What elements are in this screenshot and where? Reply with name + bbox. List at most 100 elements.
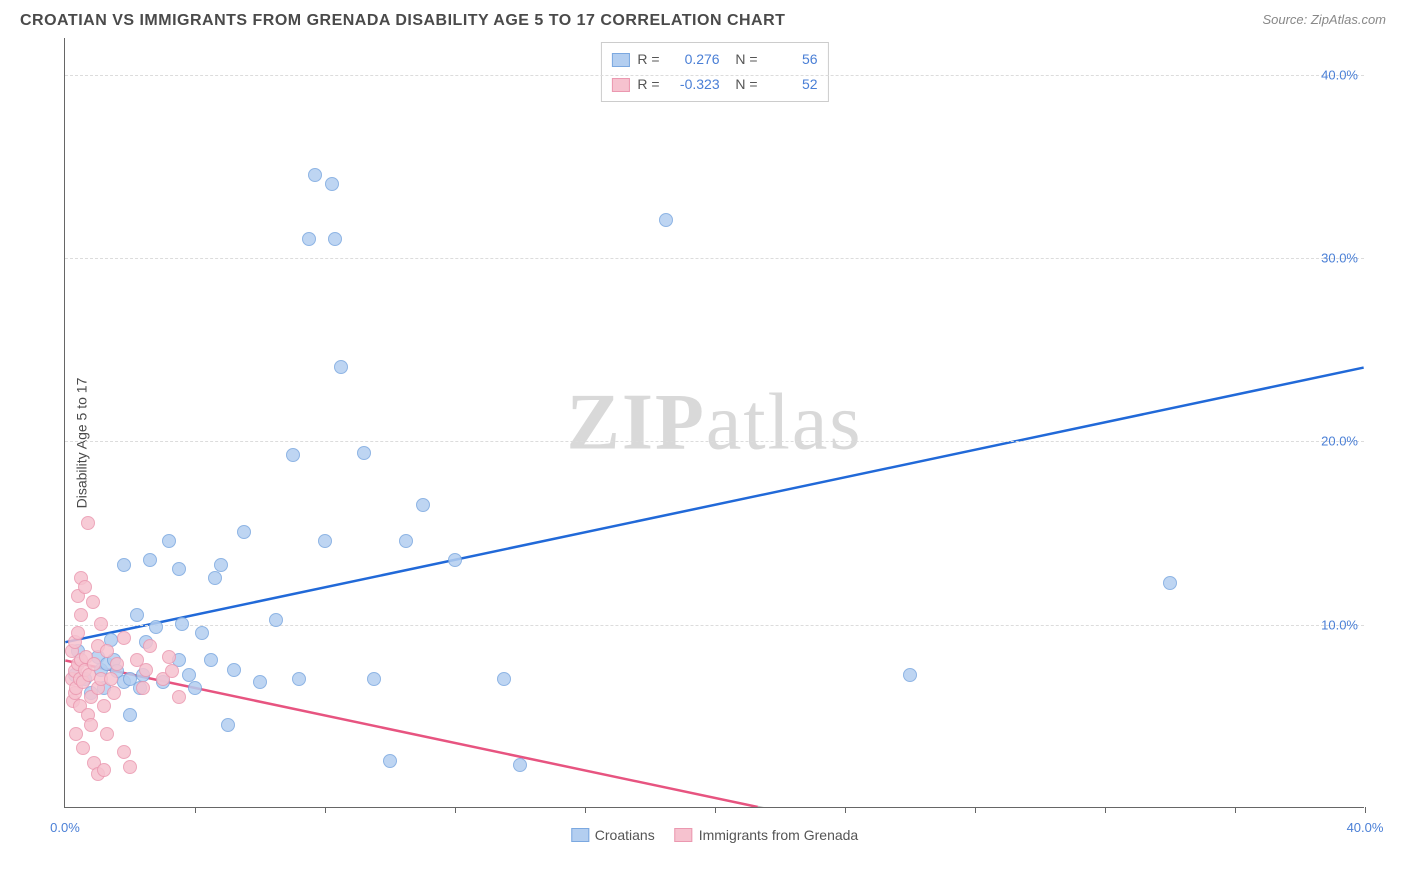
- gridline-h: [65, 625, 1364, 626]
- chart-area: Disability Age 5 to 17 ZIPatlas R = 0.27…: [20, 38, 1380, 848]
- data-point: [448, 553, 462, 567]
- data-point: [308, 168, 322, 182]
- data-point: [292, 672, 306, 686]
- legend-label-grenada: Immigrants from Grenada: [699, 827, 859, 843]
- xtick-label: 0.0%: [50, 820, 80, 835]
- swatch-croatians: [611, 53, 629, 67]
- data-point: [162, 534, 176, 548]
- data-point: [110, 657, 124, 671]
- legend-label-croatians: Croatians: [595, 827, 655, 843]
- data-point: [149, 620, 163, 634]
- data-point: [367, 672, 381, 686]
- data-point: [139, 663, 153, 677]
- ytick-label: 40.0%: [1321, 67, 1358, 82]
- data-point: [71, 626, 85, 640]
- n-label: N =: [728, 47, 758, 72]
- chart-title: CROATIAN VS IMMIGRANTS FROM GRENADA DISA…: [20, 12, 785, 30]
- correlation-row-croatians: R = 0.276 N = 56: [611, 47, 817, 72]
- data-point: [253, 675, 267, 689]
- tick-v: [1365, 807, 1366, 813]
- data-point: [497, 672, 511, 686]
- data-point: [84, 718, 98, 732]
- data-point: [227, 663, 241, 677]
- data-point: [104, 672, 118, 686]
- gridline-h: [65, 441, 1364, 442]
- data-point: [175, 617, 189, 631]
- r-value-grenada: -0.323: [668, 72, 720, 97]
- n-value-grenada: 52: [766, 72, 818, 97]
- tick-v: [845, 807, 846, 813]
- data-point: [107, 686, 121, 700]
- data-point: [383, 754, 397, 768]
- chart-header: CROATIAN VS IMMIGRANTS FROM GRENADA DISA…: [20, 12, 1386, 30]
- regression-lines-layer: [65, 38, 1364, 807]
- data-point: [143, 639, 157, 653]
- tick-v: [975, 807, 976, 813]
- tick-v: [585, 807, 586, 813]
- data-point: [269, 613, 283, 627]
- data-point: [325, 177, 339, 191]
- data-point: [74, 608, 88, 622]
- data-point: [117, 631, 131, 645]
- watermark: ZIPatlas: [567, 377, 863, 468]
- r-label: R =: [637, 47, 659, 72]
- legend-item-croatians: Croatians: [571, 827, 655, 843]
- data-point: [302, 232, 316, 246]
- data-point: [76, 741, 90, 755]
- tick-v: [715, 807, 716, 813]
- data-point: [214, 558, 228, 572]
- correlation-row-grenada: R = -0.323 N = 52: [611, 72, 817, 97]
- ytick-label: 10.0%: [1321, 617, 1358, 632]
- tick-v: [1235, 807, 1236, 813]
- data-point: [286, 448, 300, 462]
- data-point: [69, 727, 83, 741]
- plot-region: ZIPatlas R = 0.276 N = 56 R = -0.323 N =…: [64, 38, 1364, 808]
- data-point: [97, 763, 111, 777]
- data-point: [318, 534, 332, 548]
- data-point: [328, 232, 342, 246]
- tick-v: [455, 807, 456, 813]
- r-label: R =: [637, 72, 659, 97]
- gridline-h: [65, 258, 1364, 259]
- data-point: [162, 650, 176, 664]
- data-point: [143, 553, 157, 567]
- data-point: [172, 562, 186, 576]
- data-point: [123, 760, 137, 774]
- data-point: [100, 727, 114, 741]
- xtick-label: 40.0%: [1347, 820, 1384, 835]
- data-point: [86, 595, 100, 609]
- data-point: [123, 708, 137, 722]
- legend-item-grenada: Immigrants from Grenada: [675, 827, 859, 843]
- data-point: [81, 516, 95, 530]
- data-point: [87, 657, 101, 671]
- data-point: [1163, 576, 1177, 590]
- data-point: [130, 608, 144, 622]
- data-point: [416, 498, 430, 512]
- data-point: [136, 681, 150, 695]
- data-point: [513, 758, 527, 772]
- data-point: [188, 681, 202, 695]
- tick-v: [195, 807, 196, 813]
- data-point: [94, 617, 108, 631]
- data-point: [334, 360, 348, 374]
- data-point: [78, 580, 92, 594]
- source-label: Source: ZipAtlas.com: [1262, 12, 1386, 27]
- data-point: [399, 534, 413, 548]
- r-value-croatians: 0.276: [668, 47, 720, 72]
- ytick-label: 20.0%: [1321, 434, 1358, 449]
- data-point: [237, 525, 251, 539]
- data-point: [165, 664, 179, 678]
- data-point: [117, 558, 131, 572]
- ytick-label: 30.0%: [1321, 251, 1358, 266]
- series-legend: Croatians Immigrants from Grenada: [571, 827, 858, 843]
- data-point: [195, 626, 209, 640]
- correlation-legend-box: R = 0.276 N = 56 R = -0.323 N = 52: [600, 42, 828, 102]
- data-point: [903, 668, 917, 682]
- tick-v: [1105, 807, 1106, 813]
- tick-v: [325, 807, 326, 813]
- data-point: [172, 690, 186, 704]
- data-point: [221, 718, 235, 732]
- data-point: [208, 571, 222, 585]
- data-point: [659, 213, 673, 227]
- swatch-grenada: [611, 78, 629, 92]
